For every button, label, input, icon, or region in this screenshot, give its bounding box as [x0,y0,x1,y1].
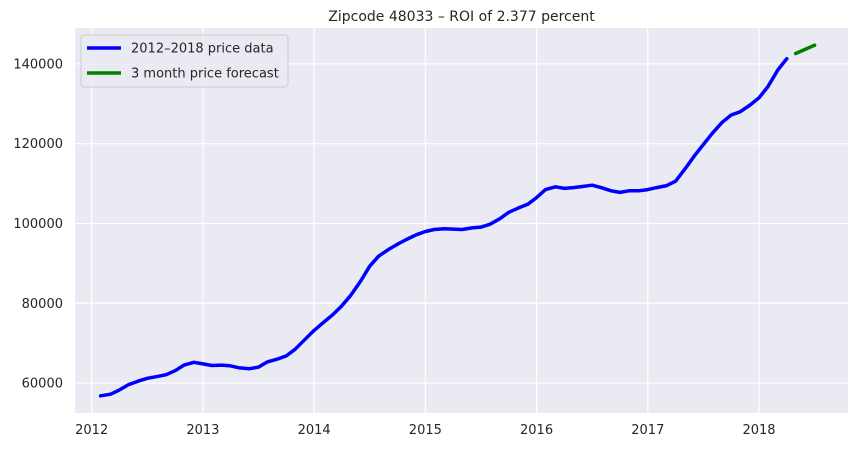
legend-label-0: 2012–2018 price data [131,42,274,57]
series-line-0 [98,56,789,398]
legend-label-1: 3 month price forecast [131,67,279,82]
x-tick-label: 2018 [742,423,775,438]
y-axis-ticks: 60000 80000 100000 120000 140000 [13,57,63,391]
x-tick-label: 2014 [298,423,331,438]
legend-box [80,34,289,88]
series-line-1 [793,43,817,56]
y-tick-label: 140000 [13,57,63,72]
y-tick-label: 60000 [22,377,63,392]
y-tick-label: 80000 [22,297,63,312]
grid-lines [75,28,848,413]
chart-title: Zipcode 48033 – ROI of 2.377 percent [328,9,595,25]
x-axis-ticks: 2012 2013 2014 2015 2016 2017 2018 [75,423,775,438]
x-tick-label: 2012 [75,423,108,438]
series-lines [98,43,817,398]
legend: 2012–2018 price data 3 month price foreca… [80,34,289,88]
plot-area [75,28,848,413]
x-tick-label: 2017 [631,423,664,438]
x-tick-label: 2015 [409,423,442,438]
x-tick-label: 2013 [186,423,219,438]
x-tick-label: 2016 [520,423,553,438]
y-tick-label: 100000 [13,217,63,232]
y-tick-label: 120000 [13,137,63,152]
